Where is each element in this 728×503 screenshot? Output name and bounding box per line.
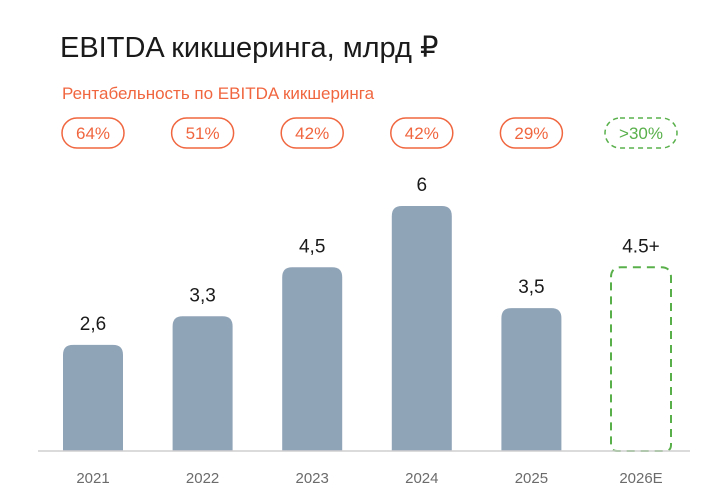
x-tick-2021: 2021 <box>76 470 109 487</box>
value-label-2024: 6 <box>417 175 428 196</box>
margin-badge-2026E <box>604 117 678 149</box>
bar-2025 <box>501 308 562 451</box>
value-label-2022: 3,3 <box>189 285 215 306</box>
x-tick-2023: 2023 <box>296 470 329 487</box>
margin-label-2026E: >30% <box>619 124 663 143</box>
margin-label-2023: 42% <box>295 124 329 143</box>
margin-badge-2022 <box>170 117 235 149</box>
margin-badge-2025 <box>499 117 564 149</box>
bar-2023 <box>282 267 343 451</box>
margin-label-2021: 64% <box>76 124 110 143</box>
value-label-2023: 4,5 <box>299 236 325 257</box>
bar-2022 <box>172 316 233 451</box>
margin-label-2025: 29% <box>514 124 548 143</box>
chart-title: EBITDA кикшеринга, млрд ₽ <box>60 32 438 64</box>
x-axis-ticks: 2021 2022 2023 2024 2025 2026E <box>76 470 662 487</box>
x-tick-2024: 2024 <box>405 470 438 487</box>
bars <box>63 206 672 452</box>
x-tick-2025: 2025 <box>515 470 548 487</box>
margin-label-2024: 42% <box>405 124 439 143</box>
value-label-2025: 3,5 <box>518 277 544 298</box>
value-labels: 2,6 3,3 4,5 6 3,5 4.5+ <box>80 175 660 335</box>
margin-badge-2023 <box>280 117 344 149</box>
margin-label-2022: 51% <box>186 124 220 143</box>
bar-2021 <box>63 344 123 451</box>
x-tick-2026E: 2026E <box>619 470 662 487</box>
value-label-2021: 2,6 <box>80 314 106 335</box>
margin-badge-2021 <box>61 117 125 149</box>
value-label-2026E: 4.5+ <box>622 236 660 257</box>
bar-2024 <box>391 206 452 451</box>
margin-subtitle: Рентабельность по EBITDA кикшеринга <box>62 84 375 103</box>
margin-badges: 64% 51% 42% 42% 29% >30% <box>61 117 678 149</box>
margin-badge-2024 <box>390 117 454 149</box>
bar-2026E <box>610 266 672 452</box>
x-tick-2022: 2022 <box>186 470 219 487</box>
